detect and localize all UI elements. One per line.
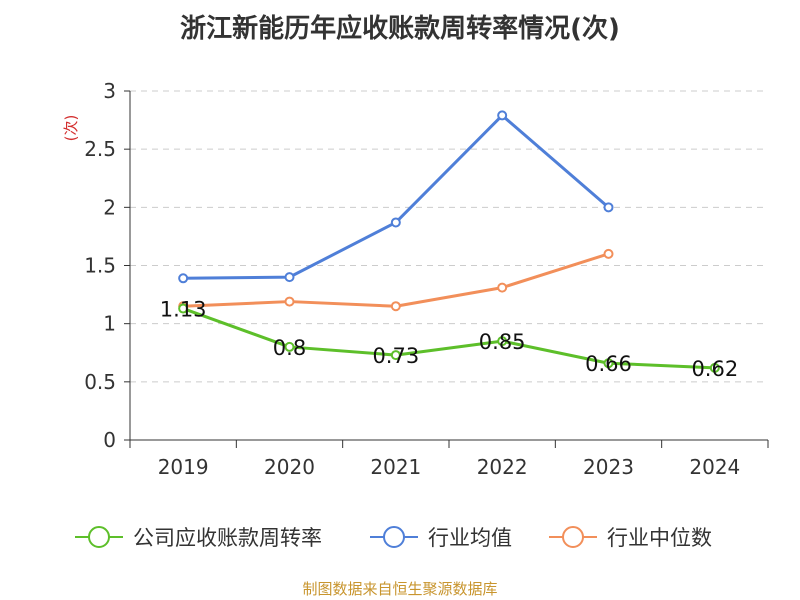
legend-label-0: 公司应收账款周转率 xyxy=(133,526,322,550)
series-line-0 xyxy=(182,307,715,370)
y-tick-label: 2 xyxy=(103,195,116,219)
legend-marker-1 xyxy=(383,526,405,548)
data-point-2 xyxy=(284,296,295,307)
legend-marker-2 xyxy=(562,526,584,548)
y-tick-label: 1 xyxy=(103,312,116,336)
data-label: 0.85 xyxy=(479,330,526,354)
y-tick-label: 1.5 xyxy=(84,254,116,278)
data-point-1 xyxy=(497,110,508,121)
chart-title: 浙江新能历年应收账款周转率情况(次) xyxy=(180,14,620,44)
data-point-0 xyxy=(284,341,295,352)
y-tick-label: 3 xyxy=(103,79,116,103)
data-point-2 xyxy=(497,282,508,293)
data-label: 0.66 xyxy=(585,352,632,376)
data-point-1 xyxy=(284,272,295,283)
data-point-1 xyxy=(603,202,614,213)
legend-label-1: 行业均值 xyxy=(428,526,512,550)
data-label: 0.8 xyxy=(273,336,306,360)
data-label: 1.13 xyxy=(160,298,207,322)
data-point-1 xyxy=(178,273,189,284)
x-tick-label: 2024 xyxy=(689,455,740,479)
y-tick-label: 0.5 xyxy=(84,370,116,394)
x-tick-label: 2021 xyxy=(370,455,421,479)
y-axis-unit-label: (次) xyxy=(62,115,80,142)
data-point-2 xyxy=(390,301,401,312)
x-tick-label: 2023 xyxy=(583,455,634,479)
legend-label-2: 行业中位数 xyxy=(607,526,712,550)
data-point-2 xyxy=(603,248,614,259)
y-tick-label: 2.5 xyxy=(84,137,116,161)
series-line-2 xyxy=(183,252,609,308)
data-point-0 xyxy=(497,336,508,347)
y-tick-label: 0 xyxy=(103,428,116,452)
data-point-1 xyxy=(390,217,401,228)
x-tick-label: 2019 xyxy=(158,455,209,479)
source-footer: 制图数据来自恒生聚源数据库 xyxy=(302,580,498,598)
data-point-0 xyxy=(603,358,614,369)
data-label: 0.73 xyxy=(372,344,419,368)
data-point-0 xyxy=(178,303,189,314)
data-label: 0.62 xyxy=(691,357,738,381)
legend-marker-0 xyxy=(88,526,110,548)
x-tick-label: 2020 xyxy=(264,455,315,479)
series-line-1 xyxy=(183,113,610,280)
data-point-0 xyxy=(709,362,720,373)
x-tick-label: 2022 xyxy=(477,455,528,479)
data-point-0 xyxy=(390,350,401,361)
